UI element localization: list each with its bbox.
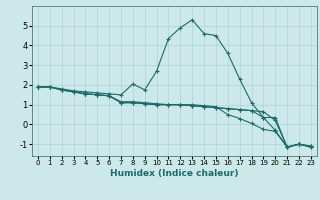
X-axis label: Humidex (Indice chaleur): Humidex (Indice chaleur) [110,169,239,178]
